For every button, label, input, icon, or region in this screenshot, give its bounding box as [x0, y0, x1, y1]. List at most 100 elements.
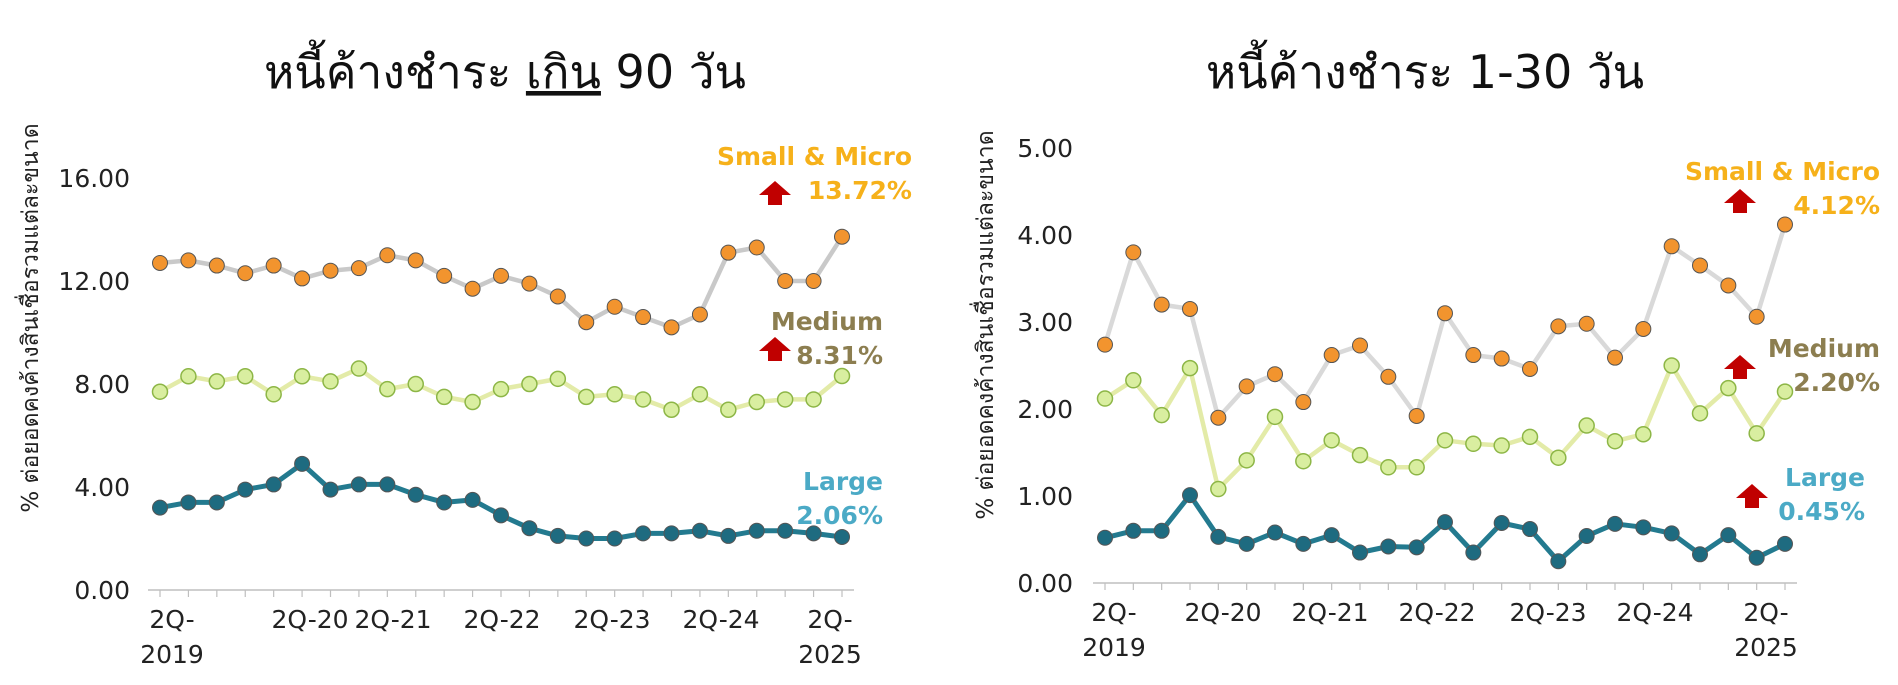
data-point [1635, 519, 1652, 536]
data-point [1323, 527, 1340, 544]
data-point [152, 254, 168, 271]
up-arrow-icon [759, 181, 791, 205]
x-tick-label: 2Q-2025 [798, 605, 862, 669]
data-point [1097, 529, 1113, 546]
chart-right: หนี้ค้างชำระ 1-30 วัน % ต่อยอดคงค้างสินเ… [969, 39, 1880, 662]
chart-left-plot: 0.00 4.00 8.00 12.00 16.00 2Q-2019 2Q-20 2Q-21 2… [58, 142, 912, 669]
data-point [748, 239, 765, 256]
chart-left: หนี้ค้างชำระ เกิน 90 วัน % ต่อยอดคงค้างส… [14, 39, 912, 669]
data-point [1097, 336, 1113, 353]
chart-right-plot: 0.00 1.00 2.00 3.00 4.00 5.00 2Q-2019 2Q-20 2Q-2… [1017, 134, 1880, 662]
series-label: Small & Micro [1685, 157, 1880, 186]
data-point [578, 530, 595, 547]
data-point [265, 386, 282, 403]
data-point [1692, 257, 1708, 274]
data-point [265, 476, 282, 493]
data-point [436, 494, 453, 511]
data-point [1295, 394, 1312, 411]
data-point [1720, 379, 1737, 397]
data-point [1748, 549, 1765, 566]
data-point [1267, 366, 1283, 383]
data-point [1380, 459, 1397, 476]
data-point [634, 391, 652, 408]
data-point [578, 314, 595, 331]
y-tick-label: 0.00 [74, 576, 130, 605]
data-point [1663, 357, 1680, 374]
data-point [1267, 524, 1283, 541]
data-point [1522, 521, 1538, 538]
data-point [1238, 452, 1255, 469]
data-point [152, 499, 168, 516]
data-point [1578, 315, 1595, 332]
x-tick-label: 2Q-22 [1398, 598, 1475, 627]
data-point [208, 494, 225, 511]
x-tick-label: 2Q-2025 [1734, 598, 1798, 662]
x-tick-label: 2Q-24 [1616, 598, 1693, 627]
y-tick-label: 1.00 [1017, 482, 1073, 511]
x-tick-label: 2Q-20 [271, 605, 348, 634]
data-point [776, 391, 794, 408]
data-point [1465, 435, 1482, 453]
data-point [1493, 514, 1510, 531]
data-point [521, 275, 538, 292]
data-point [379, 380, 396, 398]
data-point [1323, 347, 1340, 364]
data-point [720, 527, 737, 544]
data-point [1578, 528, 1595, 545]
data-point [379, 476, 396, 493]
x-tick-label: 2Q-21 [354, 605, 431, 634]
data-point [208, 257, 225, 274]
up-arrow-icon [1724, 355, 1756, 379]
x-tick-label: 2Q-20 [1184, 598, 1261, 627]
series-line-medium [1103, 363, 1787, 492]
chart-left-title: หนี้ค้างชำระ เกิน 90 วัน [264, 39, 746, 99]
data-point [1720, 527, 1737, 544]
data-point [407, 486, 424, 503]
data-point [549, 527, 566, 544]
data-point [350, 260, 367, 277]
data-point [464, 393, 481, 411]
data-point [777, 273, 794, 289]
data-point [1408, 459, 1425, 476]
data-point [1238, 535, 1255, 552]
data-point [1720, 277, 1737, 294]
data-point [1437, 305, 1453, 322]
data-point [1125, 372, 1142, 389]
data-point [1323, 432, 1340, 449]
data-point [294, 270, 311, 287]
data-point [1493, 350, 1510, 367]
data-point [1550, 318, 1567, 335]
data-point [1578, 417, 1595, 434]
data-point [1153, 296, 1170, 313]
data-point [1465, 347, 1482, 364]
x-tick-label: 2Q-21 [1291, 598, 1368, 627]
series-value-label: 2.20% [1793, 368, 1880, 397]
data-point [464, 491, 481, 508]
data-point [606, 386, 623, 403]
data-point [1096, 390, 1114, 407]
data-point [1380, 368, 1397, 385]
data-point [1635, 320, 1652, 337]
data-point [748, 393, 765, 411]
x-tick-label: 2Q-23 [573, 605, 650, 634]
data-point [492, 380, 510, 398]
data-point [521, 375, 538, 393]
data-point [1408, 407, 1425, 424]
data-point [549, 288, 566, 305]
data-point [1691, 405, 1709, 422]
series-label: Medium [771, 307, 883, 336]
chart-right-y-axis-label: % ต่อยอดคงค้างสินเชื่อรวมแต่ละขนาด [969, 130, 999, 519]
data-point [180, 252, 197, 269]
data-point [322, 481, 339, 498]
data-point [1380, 538, 1397, 555]
data-point [237, 265, 254, 282]
data-point [1748, 308, 1765, 325]
data-point [1493, 437, 1510, 454]
data-point [1607, 349, 1623, 366]
data-point [350, 360, 368, 377]
data-point [180, 368, 197, 385]
y-tick-label: 16.00 [58, 164, 130, 193]
data-point [1521, 428, 1539, 446]
y-tick-label: 4.00 [1017, 221, 1073, 250]
